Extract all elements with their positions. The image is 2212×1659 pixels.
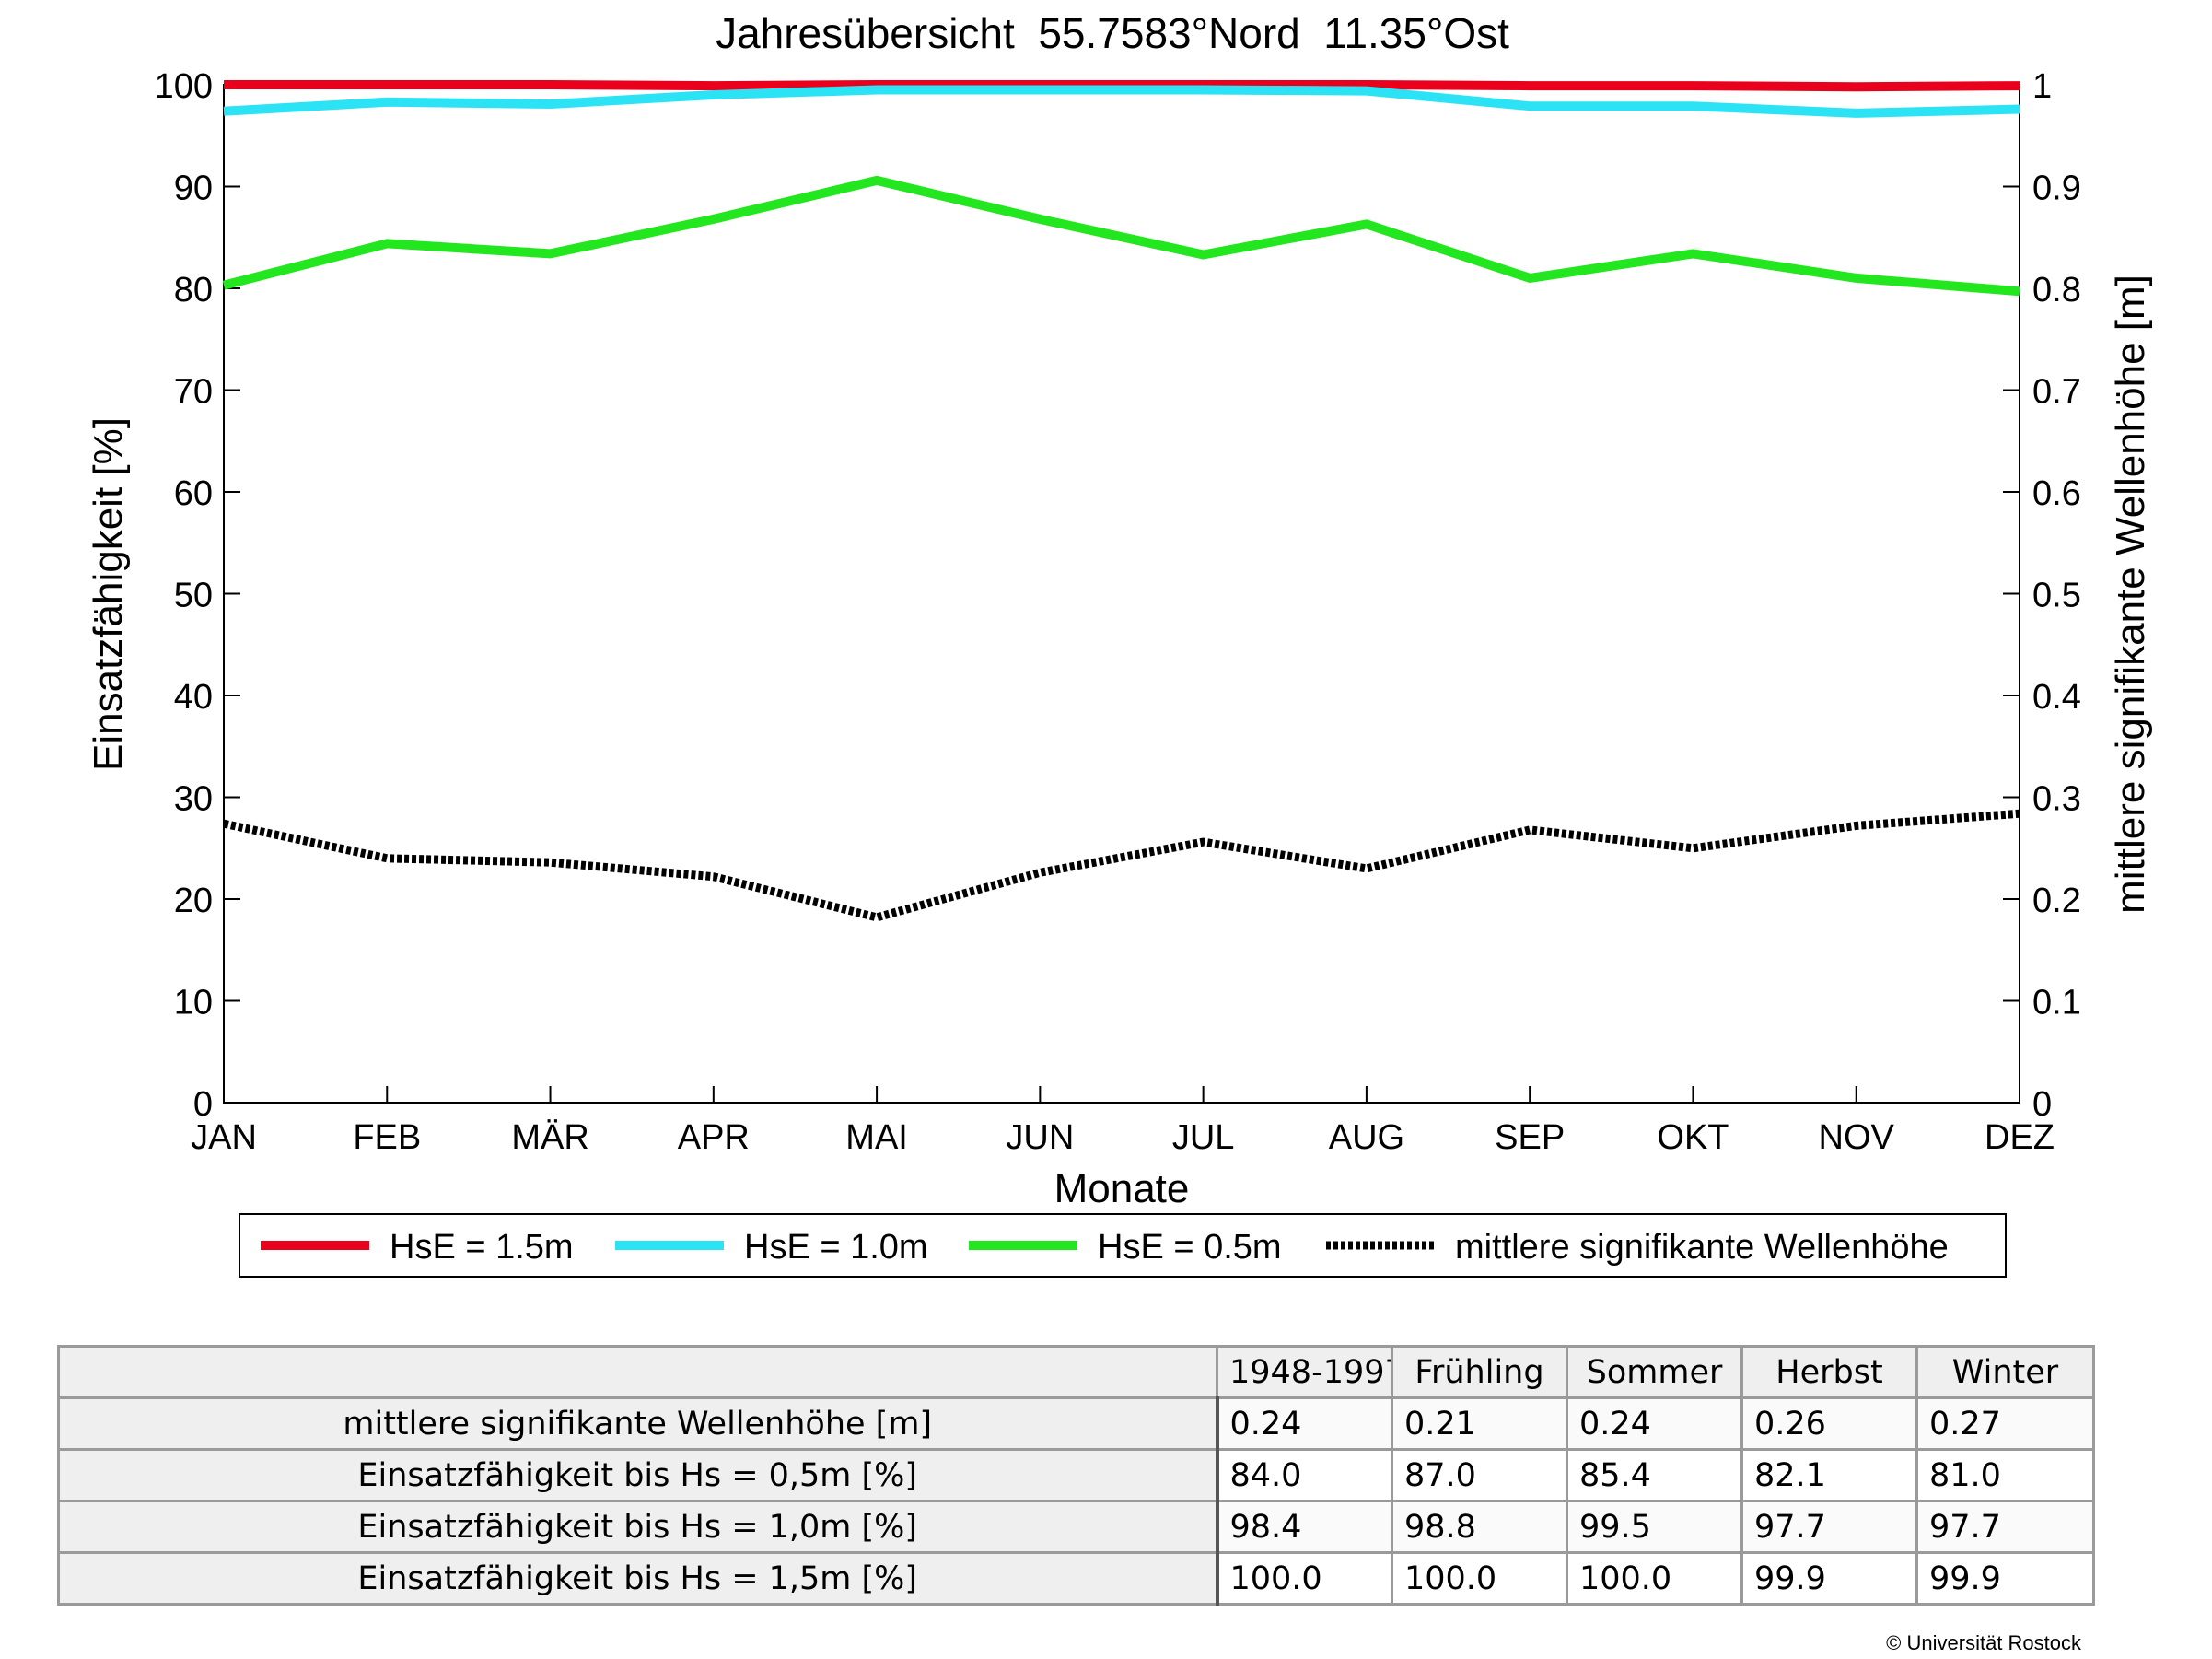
y-right-tick-label: 0 bbox=[2032, 1085, 2052, 1124]
table-cell: 87.0 bbox=[1391, 1448, 1568, 1502]
right-axis-ticks: 0 0.1 0.2 0.3 0.4 0.5 0.6 0.7 0.8 0.9 1 bbox=[2003, 67, 2081, 1124]
x-tick-label: JUL bbox=[1172, 1118, 1235, 1157]
table-corner-cell bbox=[57, 1345, 1218, 1399]
x-tick-label: MAI bbox=[845, 1118, 908, 1157]
x-tick-label: OKT bbox=[1657, 1118, 1729, 1157]
table-row: Einsatzfähigkeit bis Hs = 1,5m [%] 100.0… bbox=[57, 1551, 2095, 1606]
series-line-4 bbox=[223, 809, 2020, 922]
column-header: 1948-1997 bbox=[1216, 1345, 1393, 1399]
annual-overview-chart: Jahresübersicht 55.7583°Nord 11.35°Ost 0… bbox=[86, 9, 2153, 1278]
table-cell: 99.9 bbox=[1740, 1551, 1918, 1606]
x-tick-label: DEZ bbox=[1985, 1118, 2055, 1157]
y-left-tick-label: 70 bbox=[174, 373, 213, 412]
table-cell: 100.0 bbox=[1216, 1551, 1393, 1606]
table-cell: 0.24 bbox=[1216, 1396, 1393, 1451]
table-cell: 0.21 bbox=[1391, 1396, 1568, 1451]
x-tick-label: MÄR bbox=[511, 1118, 588, 1157]
table-cell: 0.24 bbox=[1566, 1396, 1743, 1451]
copyright-notice: © Universität Rostock bbox=[1886, 1631, 2081, 1654]
y-left-tick-label: 10 bbox=[174, 984, 213, 1022]
table-row: Einsatzfähigkeit bis Hs = 1,0m [%] 98.4 … bbox=[57, 1500, 2095, 1554]
y-left-tick-label: 80 bbox=[174, 271, 213, 310]
x-axis-label: Monate bbox=[1054, 1166, 1190, 1211]
y-right-tick-label: 0.2 bbox=[2032, 882, 2081, 920]
x-tick-label: NOV bbox=[1819, 1118, 1895, 1157]
series-line-2 bbox=[223, 85, 2020, 118]
y-left-tick-label: 100 bbox=[155, 67, 213, 106]
table-cell: 99.9 bbox=[1915, 1551, 2095, 1606]
table-row: mittlere signifikante Wellenhöhe [m] 0.2… bbox=[57, 1396, 2095, 1451]
legend-label: mittlere signifikante Wellenhöhe bbox=[1455, 1228, 1949, 1267]
series-line-1 bbox=[224, 80, 2020, 92]
y-right-tick-label: 0.7 bbox=[2032, 373, 2081, 412]
table-cell: 97.7 bbox=[1740, 1500, 1918, 1554]
table-cell: 81.0 bbox=[1915, 1448, 2095, 1502]
chart-title: Jahresübersicht 55.7583°Nord 11.35°Ost bbox=[716, 9, 1509, 57]
y-right-tick-label: 0.8 bbox=[2032, 271, 2081, 310]
left-axis-ticks: 0 10 20 30 40 50 60 70 80 90 100 bbox=[155, 67, 240, 1124]
y-left-tick-label: 20 bbox=[174, 882, 213, 920]
x-tick-label: FEB bbox=[353, 1118, 421, 1157]
y-right-tick-label: 0.6 bbox=[2032, 474, 2081, 513]
y-left-tick-label: 90 bbox=[174, 169, 213, 208]
table-cell: 0.27 bbox=[1915, 1396, 2095, 1451]
table-header-row: 1948-1997 Frühling Sommer Herbst Winter bbox=[57, 1345, 2095, 1399]
x-tick-label: APR bbox=[678, 1118, 750, 1157]
legend-label: HsE = 1.5m bbox=[390, 1228, 574, 1267]
table-cell: 0.26 bbox=[1740, 1396, 1918, 1451]
table-cell: 100.0 bbox=[1566, 1551, 1743, 1606]
y-right-tick-label: 0.1 bbox=[2032, 984, 2081, 1022]
table-cell: 100.0 bbox=[1391, 1551, 1568, 1606]
series-layer bbox=[222, 80, 2020, 922]
table-cell: 82.1 bbox=[1740, 1448, 1918, 1502]
y-left-tick-label: 30 bbox=[174, 780, 213, 819]
y-right-tick-label: 0.3 bbox=[2032, 780, 2081, 819]
table-cell: 97.7 bbox=[1915, 1500, 2095, 1554]
y-right-tick-label: 0.5 bbox=[2032, 577, 2081, 615]
row-label: Einsatzfähigkeit bis Hs = 1,0m [%] bbox=[57, 1500, 1219, 1554]
table-cell: 98.4 bbox=[1216, 1500, 1393, 1554]
y-right-tick-label: 1 bbox=[2032, 67, 2052, 106]
x-axis-ticks: JAN FEB MÄR APR MAI JUN JUL AUG SEP OKT NOV DEZ bbox=[191, 1086, 2055, 1157]
column-header: Winter bbox=[1915, 1345, 2095, 1399]
row-label: Einsatzfähigkeit bis Hs = 1,5m [%] bbox=[57, 1551, 1219, 1606]
table-cell: 98.8 bbox=[1391, 1500, 1568, 1554]
y-axis-right-label: mittlere signifikante Wellenhöhe [m] bbox=[2108, 275, 2153, 914]
y-right-tick-label: 0.9 bbox=[2032, 169, 2081, 208]
column-header: Sommer bbox=[1566, 1345, 1743, 1399]
series-line-3 bbox=[222, 175, 2020, 297]
y-left-tick-label: 50 bbox=[174, 577, 213, 615]
table-row: Einsatzfähigkeit bis Hs = 0,5m [%] 84.0 … bbox=[57, 1448, 2095, 1502]
y-left-tick-label: 0 bbox=[193, 1085, 213, 1124]
y-right-tick-label: 0.4 bbox=[2032, 678, 2081, 717]
row-label: mittlere signifikante Wellenhöhe [m] bbox=[57, 1396, 1219, 1451]
legend-label: HsE = 1.0m bbox=[744, 1228, 928, 1267]
y-left-tick-label: 40 bbox=[174, 678, 213, 717]
table-cell: 99.5 bbox=[1566, 1500, 1743, 1554]
legend-label: HsE = 0.5m bbox=[1098, 1228, 1282, 1267]
column-header: Herbst bbox=[1740, 1345, 1918, 1399]
y-axis-left-label: Einsatzfähigkeit [%] bbox=[86, 417, 131, 771]
statistics-table: 1948-1997 Frühling Sommer Herbst Winter … bbox=[57, 1345, 2095, 1606]
x-tick-label: AUG bbox=[1329, 1118, 1404, 1157]
column-header: Frühling bbox=[1391, 1345, 1568, 1399]
table-cell: 84.0 bbox=[1216, 1448, 1393, 1502]
table-cell: 85.4 bbox=[1566, 1448, 1743, 1502]
legend-box bbox=[239, 1213, 2007, 1278]
x-tick-label: JAN bbox=[191, 1118, 257, 1157]
row-label: Einsatzfähigkeit bis Hs = 0,5m [%] bbox=[57, 1448, 1219, 1502]
legend: HsE = 1.5m HsE = 1.0m HsE = 0.5m mittlere s… bbox=[261, 1228, 1949, 1267]
x-tick-label: JUN bbox=[1006, 1118, 1074, 1157]
x-tick-label: SEP bbox=[1495, 1118, 1565, 1157]
y-left-tick-label: 60 bbox=[174, 474, 213, 513]
